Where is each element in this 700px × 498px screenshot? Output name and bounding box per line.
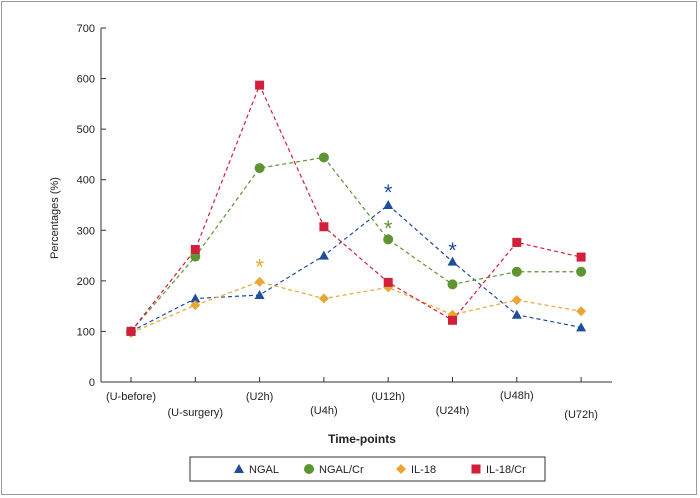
annotations: * * * * [255, 180, 457, 280]
x-axis-label: Time-points [328, 432, 396, 446]
significance-asterisk: * [384, 180, 393, 205]
il-18-cr-point [383, 277, 393, 287]
il-18-cr-point [126, 326, 136, 336]
legend-box [189, 456, 546, 482]
x-ticks: (U-before) (U-surgery) (U2h) (U4h) (U12h) (U2… [106, 377, 598, 421]
y-tick-label: 300 [77, 225, 95, 237]
il-18-cr-point [190, 245, 200, 255]
y-tick-label: 100 [77, 326, 95, 338]
series-lines [130, 83, 582, 334]
il-18-point [318, 293, 329, 304]
y-tick-label: 200 [77, 276, 95, 288]
ngal-cr-point [254, 163, 265, 174]
il-18-point [576, 306, 587, 317]
il-18-point [511, 295, 522, 306]
x-tick-label: (U72h) [564, 409, 598, 421]
ngal-point [511, 309, 522, 319]
ngal-point [383, 200, 394, 209]
il-18-cr-point [319, 222, 329, 232]
x-tick-label: (U4h) [310, 405, 338, 417]
legend-il-18-cr-marker [471, 464, 481, 474]
ngal-point [447, 256, 458, 266]
ngal-point [190, 293, 201, 303]
legend: NGAL NGAL/Cr IL-18 IL-18/Cr [189, 456, 546, 482]
il-18-cr-point [576, 252, 586, 262]
ngal-point [318, 250, 329, 260]
legend-il-18-cr-label: IL-18/Cr [486, 464, 526, 476]
y-tick-label: 0 [89, 377, 95, 389]
x-tick-label: (U12h) [371, 391, 405, 403]
il-18-cr-point [448, 315, 457, 325]
ngal-cr-point [511, 266, 522, 277]
x-tick-label: (U24h) [436, 405, 470, 417]
axes [100, 28, 612, 383]
series-markers [126, 80, 587, 338]
ngal-point [576, 322, 587, 332]
legend-ngal-cr-marker [304, 464, 314, 474]
il-18-point [254, 276, 265, 287]
significance-asterisk: * [384, 216, 393, 241]
y-ticks: 0 100 200 300 400 500 600 700 [77, 23, 106, 389]
y-tick-label: 700 [77, 23, 95, 35]
legend-il-18-marker [396, 464, 406, 474]
legend-il-18-label: IL-18 [411, 464, 436, 476]
il-18-cr-point [512, 237, 522, 247]
ngal-cr-point [383, 234, 394, 245]
y-tick-label: 500 [77, 124, 95, 136]
ngal-cr-point [318, 152, 329, 163]
x-tick-label: (U-surgery) [167, 407, 223, 419]
il-18-line [130, 281, 582, 334]
y-tick-label: 600 [77, 74, 95, 86]
x-tick-label: (U2h) [246, 391, 274, 403]
legend-ngal-cr-label: NGAL/Cr [319, 464, 364, 476]
il-18-cr-line [130, 83, 582, 332]
x-tick-label: (U48h) [500, 390, 534, 402]
legend-ngal-label: NGAL [249, 464, 279, 476]
y-axis-label: Percentages (%) [49, 177, 61, 259]
ngal-cr-line [130, 156, 582, 332]
significance-asterisk: * [448, 238, 457, 263]
il-18-point [190, 300, 201, 311]
y-tick-label: 400 [77, 175, 95, 187]
ngal-point [254, 290, 265, 300]
x-tick-label: (U-before) [106, 391, 156, 403]
ngal-cr-point [447, 279, 458, 290]
ngal-cr-point [576, 266, 587, 277]
ngal-line [130, 204, 582, 332]
ngal-cr-point [190, 251, 201, 262]
legend-ngal-marker [234, 464, 244, 473]
il-18-cr-point [255, 80, 265, 90]
significance-asterisk: * [255, 255, 264, 280]
